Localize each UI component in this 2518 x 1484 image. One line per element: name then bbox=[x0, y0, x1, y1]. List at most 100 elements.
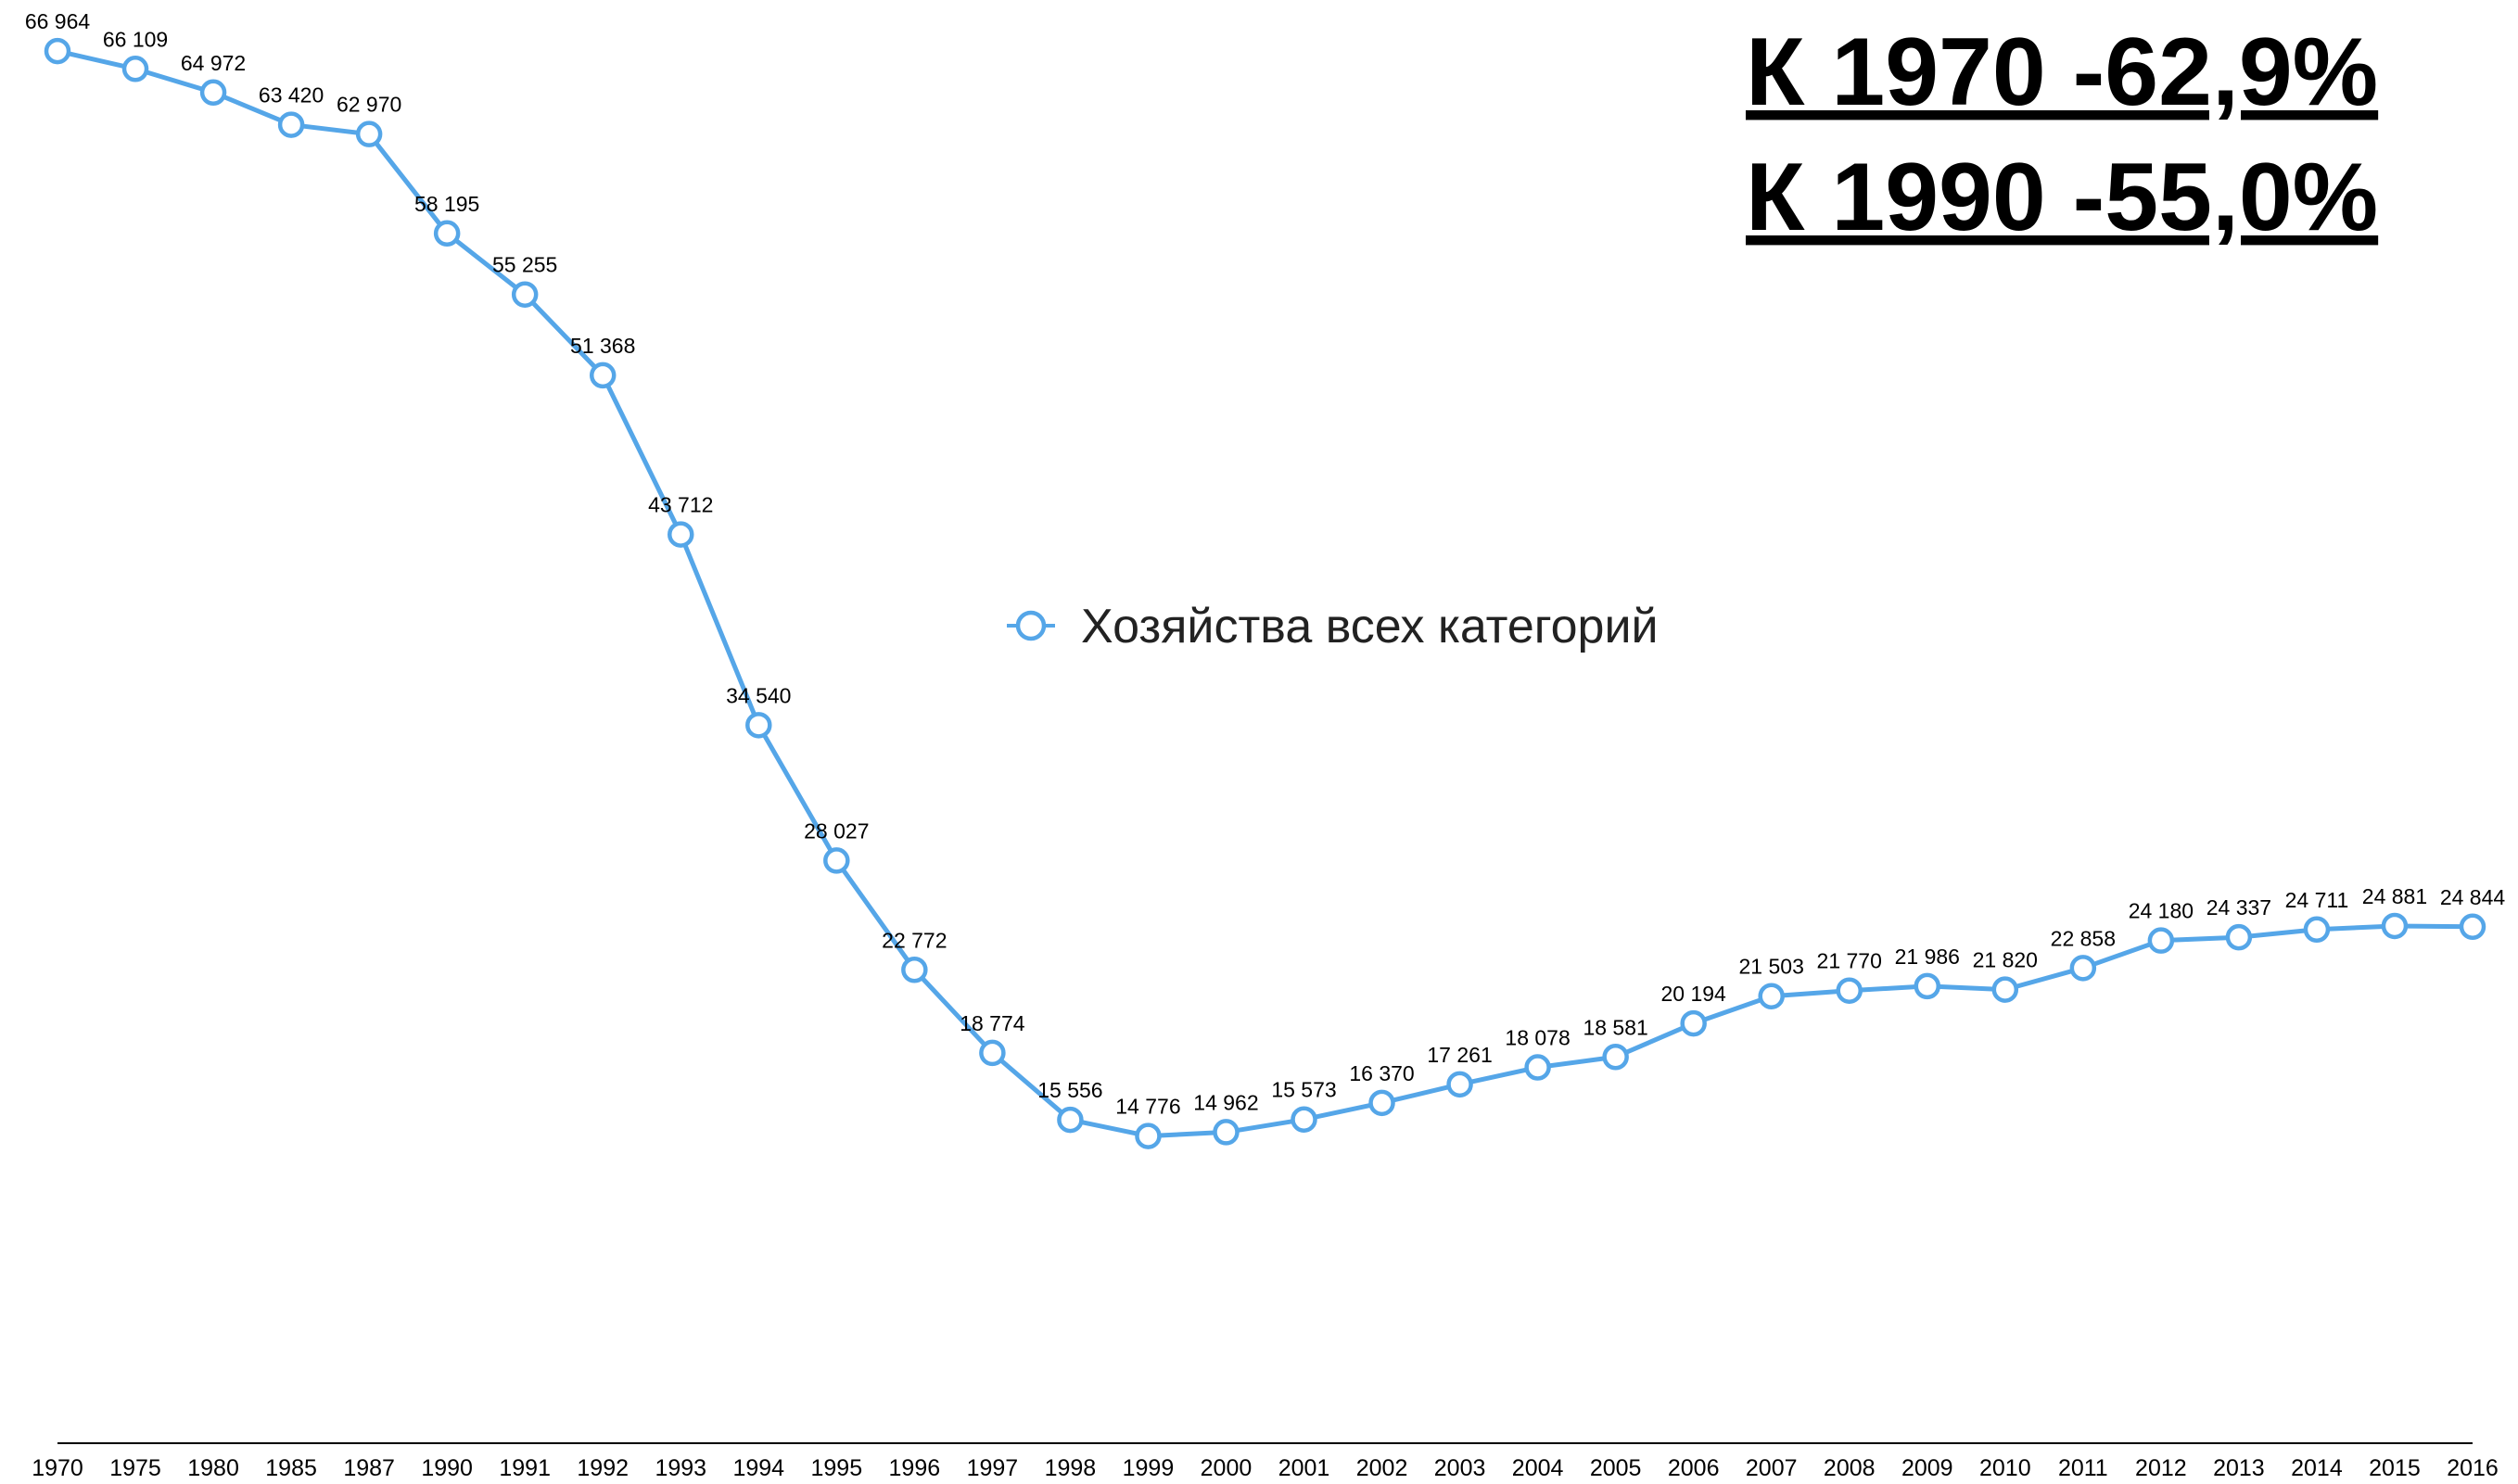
x-tick-label: 1990 bbox=[421, 1455, 473, 1481]
point bbox=[1368, 1089, 1395, 1117]
point bbox=[1291, 1106, 1317, 1133]
x-tick-label: 1970 bbox=[32, 1455, 83, 1481]
data-label: 21 503 bbox=[1739, 955, 1804, 979]
data-label: 28 027 bbox=[804, 818, 869, 843]
data-label: 21 986 bbox=[1895, 945, 1960, 969]
x-tick-label: 2010 bbox=[1979, 1455, 2031, 1481]
point bbox=[2459, 913, 2486, 941]
x-tick-label: 2008 bbox=[1824, 1455, 1876, 1481]
data-label: 24 711 bbox=[2285, 888, 2349, 912]
data-label: 51 368 bbox=[570, 334, 635, 358]
x-tick-label: 2005 bbox=[1590, 1455, 1642, 1481]
x-tick-label: 1996 bbox=[889, 1455, 941, 1481]
data-label: 14 776 bbox=[1115, 1095, 1180, 1119]
point bbox=[589, 361, 617, 389]
data-label: 22 772 bbox=[882, 928, 947, 952]
point bbox=[511, 281, 539, 308]
point bbox=[2381, 912, 2409, 940]
point bbox=[2069, 955, 2097, 982]
series-line bbox=[57, 48, 2473, 1139]
point bbox=[433, 220, 461, 247]
point bbox=[2147, 927, 2175, 954]
data-label: 16 370 bbox=[1349, 1061, 1414, 1085]
annotation: К 1970 -62,9% bbox=[1746, 19, 2378, 126]
point bbox=[355, 120, 383, 147]
data-label: 21 820 bbox=[1973, 948, 2038, 972]
x-tick-label: 2013 bbox=[2213, 1455, 2265, 1481]
x-tick-label: 1992 bbox=[577, 1455, 629, 1481]
data-label: 24 337 bbox=[2206, 895, 2271, 920]
x-tick-label: 1997 bbox=[967, 1455, 1019, 1481]
x-tick-label: 1993 bbox=[655, 1455, 706, 1481]
x-tick-label: 1995 bbox=[811, 1455, 863, 1481]
x-tick-label: 2014 bbox=[2291, 1455, 2343, 1481]
point bbox=[1213, 1119, 1240, 1146]
data-label: 43 712 bbox=[648, 493, 713, 517]
x-tick-label: 1999 bbox=[1123, 1455, 1175, 1481]
point bbox=[199, 79, 227, 107]
data-label: 24 844 bbox=[2440, 885, 2506, 909]
point bbox=[44, 37, 71, 65]
x-tick-label: 2006 bbox=[1668, 1455, 1720, 1481]
x-tick-label: 2009 bbox=[1901, 1455, 1953, 1481]
x-tick-label: 2001 bbox=[1278, 1455, 1330, 1481]
data-label: 24 180 bbox=[2129, 899, 2194, 923]
x-tick-label: 2003 bbox=[1434, 1455, 1486, 1481]
data-label: 64 972 bbox=[181, 51, 246, 75]
point bbox=[823, 847, 850, 874]
point bbox=[1446, 1071, 1473, 1098]
legend-swatch bbox=[1015, 610, 1047, 641]
point bbox=[1758, 983, 1785, 1009]
x-tick-label: 1985 bbox=[265, 1455, 317, 1481]
point bbox=[1836, 977, 1863, 1004]
data-label: 24 881 bbox=[2362, 884, 2427, 908]
x-tick-label: 2004 bbox=[1512, 1455, 1564, 1481]
data-label: 66 964 bbox=[25, 9, 91, 33]
data-label: 55 255 bbox=[492, 253, 557, 277]
annotation: К 1990 -55,0% bbox=[1746, 144, 2378, 251]
data-label: 18 078 bbox=[1505, 1026, 1570, 1050]
point bbox=[1057, 1106, 1084, 1134]
x-tick-label: 2007 bbox=[1746, 1455, 1798, 1481]
point bbox=[1991, 976, 2019, 1003]
point bbox=[2225, 923, 2253, 951]
data-label: 18 581 bbox=[1583, 1015, 1647, 1039]
legend-label: Хозяйства всех категорий bbox=[1081, 600, 1659, 653]
x-tick-label: 1998 bbox=[1045, 1455, 1097, 1481]
data-label: 63 420 bbox=[259, 83, 324, 108]
data-label: 17 261 bbox=[1427, 1043, 1492, 1067]
x-tick-label: 1994 bbox=[732, 1455, 784, 1481]
data-label: 66 109 bbox=[103, 27, 168, 51]
point bbox=[1135, 1123, 1162, 1149]
point bbox=[1524, 1054, 1551, 1081]
point bbox=[1602, 1044, 1629, 1071]
point bbox=[2303, 916, 2331, 944]
data-label: 22 858 bbox=[2051, 926, 2116, 950]
data-label: 14 962 bbox=[1193, 1090, 1258, 1114]
point bbox=[668, 521, 694, 548]
data-label: 34 540 bbox=[726, 683, 791, 707]
x-tick-label: 1991 bbox=[499, 1455, 551, 1481]
point bbox=[979, 1039, 1006, 1067]
x-tick-label: 1987 bbox=[343, 1455, 395, 1481]
x-tick-label: 1975 bbox=[109, 1455, 161, 1481]
data-label: 15 556 bbox=[1037, 1078, 1102, 1102]
x-tick-label: 2000 bbox=[1201, 1455, 1253, 1481]
data-label: 58 195 bbox=[414, 192, 479, 216]
point bbox=[901, 957, 928, 983]
data-label: 20 194 bbox=[1660, 982, 1726, 1006]
data-label: 21 770 bbox=[1817, 949, 1882, 973]
point bbox=[277, 111, 305, 138]
data-label: 15 573 bbox=[1271, 1078, 1336, 1102]
data-label: 62 970 bbox=[337, 93, 401, 117]
x-tick-label: 2011 bbox=[2058, 1455, 2108, 1481]
x-tick-label: 2015 bbox=[2369, 1455, 2421, 1481]
point bbox=[1914, 972, 1941, 1000]
x-tick-label: 2002 bbox=[1356, 1455, 1408, 1481]
point bbox=[745, 712, 772, 739]
point bbox=[121, 56, 149, 82]
data-label: 18 774 bbox=[960, 1011, 1025, 1035]
x-tick-label: 2012 bbox=[2135, 1455, 2187, 1481]
point bbox=[1680, 1009, 1707, 1037]
